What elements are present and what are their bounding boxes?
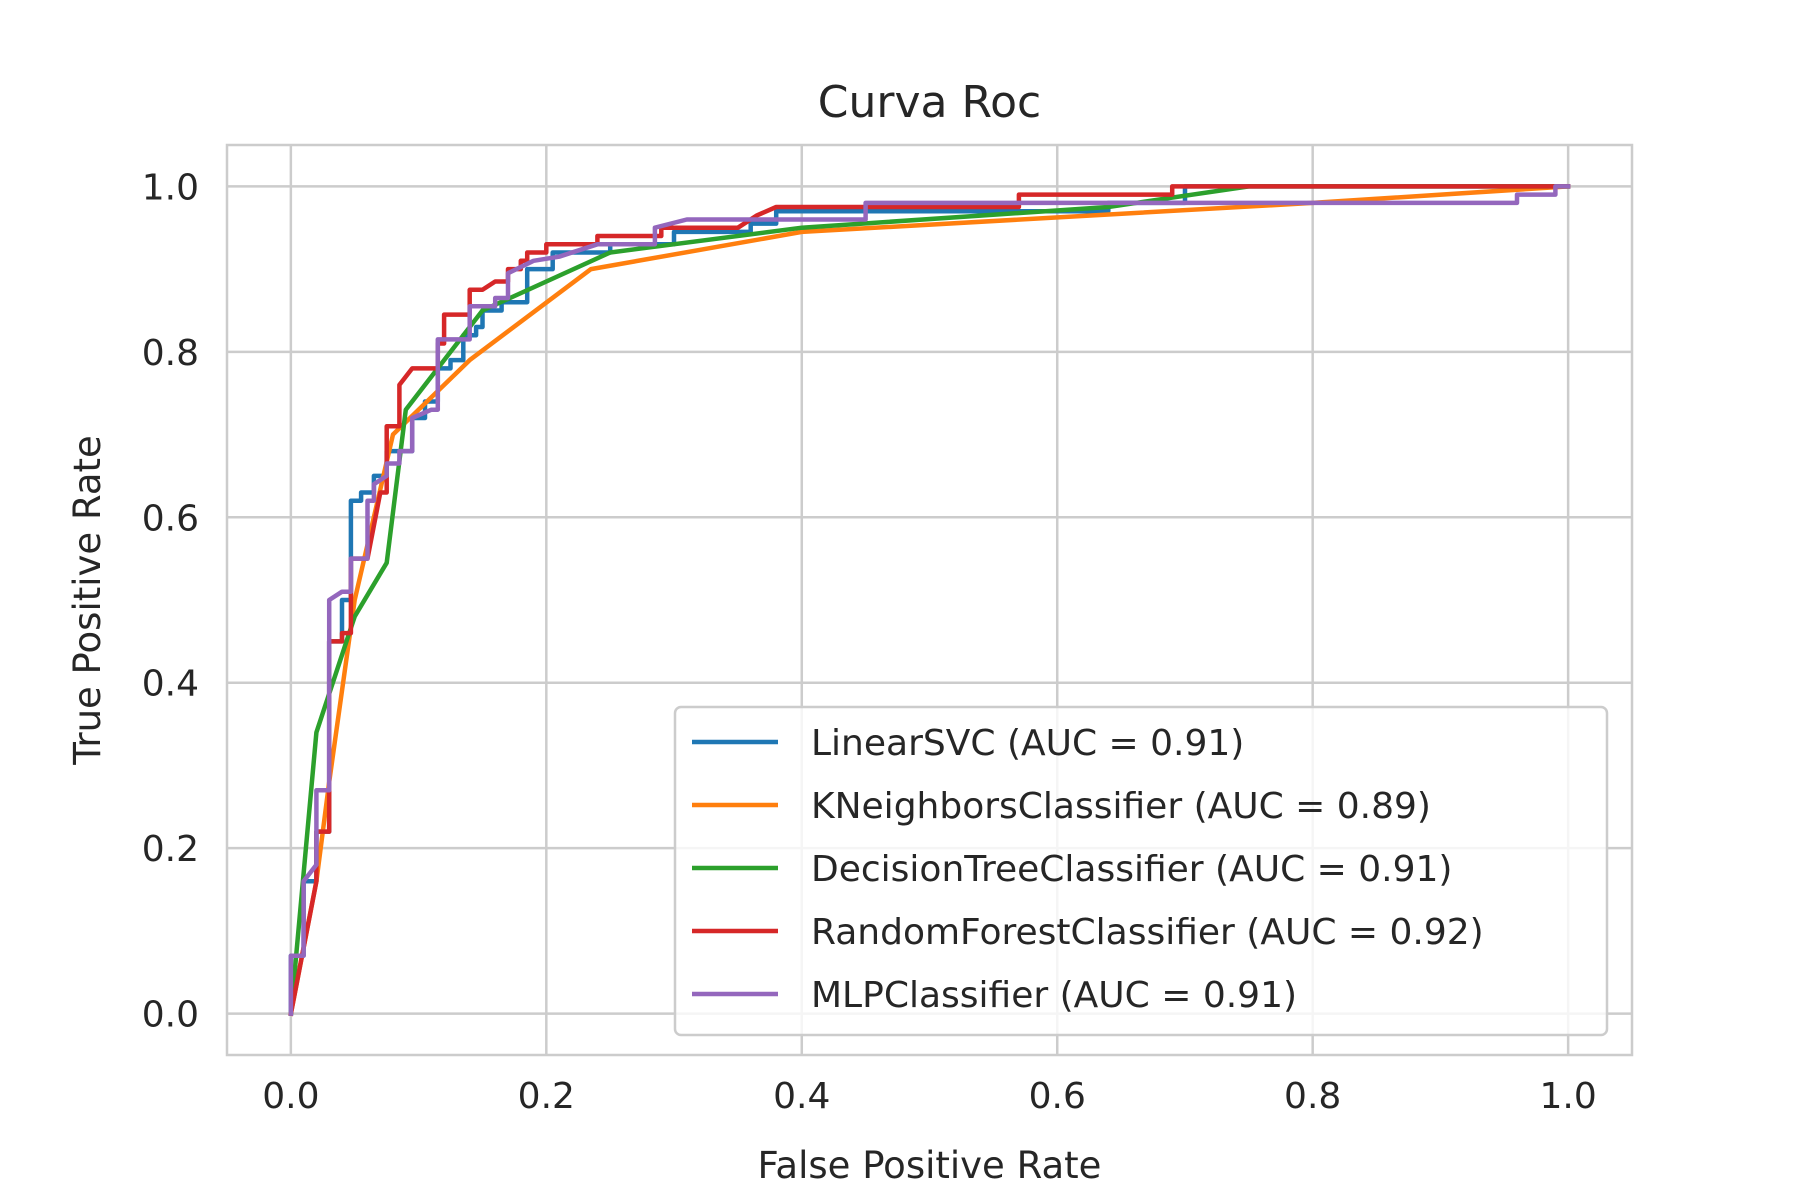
- y-tick-label: 0.8: [142, 333, 199, 374]
- x-tick-label: 0.0: [262, 1076, 319, 1117]
- series-layer: [288, 184, 1571, 1017]
- legend-label-1: KNeighborsClassifier (AUC = 0.89): [811, 786, 1431, 827]
- y-tick-label: 0.6: [142, 498, 199, 539]
- y-tick-label: 1.0: [142, 167, 199, 208]
- y-axis-title: True Positive Rate: [66, 435, 109, 766]
- legend-label-3: RandomForestClassifier (AUC = 0.92): [811, 912, 1484, 953]
- x-tick-label: 0.8: [1284, 1076, 1341, 1117]
- x-tick-label: 1.0: [1540, 1076, 1597, 1117]
- x-tick-label: 0.6: [1029, 1076, 1086, 1117]
- x-tick-label: 0.2: [518, 1076, 575, 1117]
- series-line-4: [288, 184, 1571, 1016]
- y-tick-label: 0.0: [142, 995, 199, 1036]
- grid: [227, 145, 1632, 1055]
- x-tick-label: 0.4: [773, 1076, 830, 1117]
- y-tick-label: 0.2: [142, 829, 199, 870]
- ticks-layer: 0.0 0.2 0.4 0.6 0.8 1.0 0.0 0.2 0.4 0.6 0.8 1.0: [142, 167, 1597, 1117]
- plot-frame: [225, 143, 1634, 1057]
- y-tick-label: 0.4: [142, 664, 199, 705]
- series-line-0: [288, 184, 1571, 1016]
- x-axis-title: False Positive Rate: [758, 1144, 1102, 1187]
- legend-label-2: DecisionTreeClassifier (AUC = 0.91): [811, 849, 1452, 890]
- legend-label-0: LinearSVC (AUC = 0.91): [811, 723, 1244, 764]
- legend: LinearSVC (AUC = 0.91) KNeighborsClassifi…: [673, 705, 1609, 1037]
- series-line-3: [288, 184, 1571, 1017]
- series-line-2: [288, 184, 1571, 1017]
- legend-box: [673, 705, 1609, 1037]
- chart-title: Curva Roc: [818, 77, 1041, 128]
- legend-label-4: MLPClassifier (AUC = 0.91): [811, 975, 1297, 1016]
